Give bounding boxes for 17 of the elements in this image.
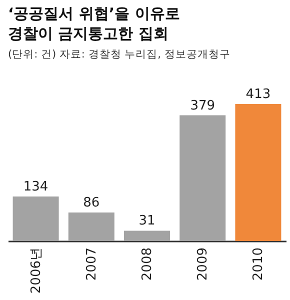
data-label: 86 <box>83 195 100 210</box>
x-tick-label: 2009 <box>196 248 211 281</box>
bar <box>68 212 114 241</box>
data-label: 413 <box>246 87 271 102</box>
bar <box>12 196 59 241</box>
x-tick-label: 2010 <box>251 248 266 281</box>
data-label: 31 <box>138 214 156 229</box>
x-tick-label: 2007 <box>84 248 100 281</box>
chart-subtitle: (단위: 건) 자료: 경찰청 누리집, 정보공개청구 <box>8 48 230 60</box>
bar <box>124 230 170 241</box>
x-tick-label: 2006년 <box>28 248 44 294</box>
chart-title: ‘공공질서 위협’을 이유로 경찰이 금지통고한 집회 <box>8 4 180 42</box>
bar <box>180 115 226 241</box>
bar <box>235 104 282 241</box>
data-label: 134 <box>23 180 48 195</box>
data-label: 379 <box>190 98 216 114</box>
x-tick-label: 2008 <box>140 248 155 281</box>
